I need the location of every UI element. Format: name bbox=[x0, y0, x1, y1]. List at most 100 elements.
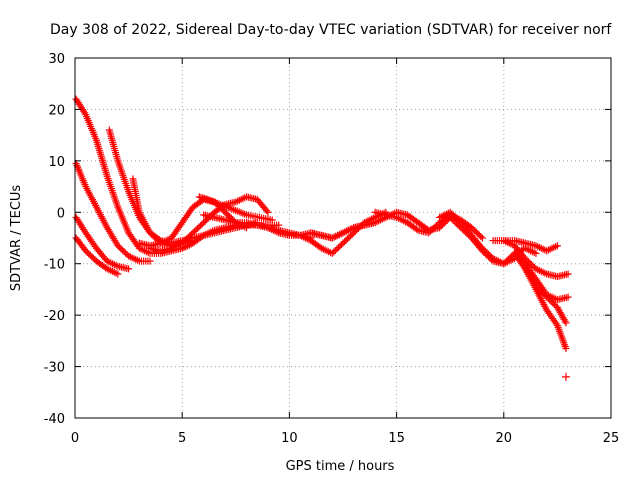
data-point bbox=[564, 293, 572, 301]
data-point bbox=[114, 242, 122, 250]
y-tick-label: 0 bbox=[57, 206, 65, 221]
data-point bbox=[458, 225, 466, 233]
data-point bbox=[341, 238, 349, 246]
x-tick-label: 0 bbox=[71, 431, 79, 446]
y-tick-label: 20 bbox=[48, 103, 65, 118]
data-point bbox=[544, 295, 552, 303]
data-point bbox=[477, 233, 485, 241]
data-point bbox=[183, 235, 191, 243]
data-point bbox=[114, 270, 122, 278]
data-point bbox=[187, 230, 195, 238]
data-point bbox=[474, 230, 482, 238]
data-point bbox=[532, 249, 540, 257]
data-point bbox=[503, 257, 511, 265]
data-point bbox=[334, 244, 342, 252]
data-point bbox=[478, 247, 486, 255]
data-point bbox=[263, 207, 271, 215]
data-point bbox=[446, 213, 454, 221]
data-point bbox=[455, 222, 463, 230]
data-point bbox=[483, 251, 491, 259]
data-point bbox=[457, 224, 465, 232]
y-tick-label: -40 bbox=[44, 412, 65, 427]
data-point bbox=[501, 258, 509, 266]
y-tick-label: -10 bbox=[44, 258, 65, 273]
data-point bbox=[120, 248, 128, 256]
data-point bbox=[462, 228, 470, 236]
data-point bbox=[460, 227, 468, 235]
data-point bbox=[226, 213, 234, 221]
data-point bbox=[146, 229, 154, 237]
y-tick-label: -20 bbox=[44, 309, 65, 324]
data-points bbox=[72, 95, 572, 381]
data-point bbox=[472, 228, 480, 236]
data-point bbox=[336, 242, 344, 250]
data-point bbox=[500, 260, 508, 268]
data-point bbox=[454, 221, 462, 229]
data-point bbox=[194, 224, 202, 232]
data-point bbox=[549, 299, 557, 307]
data-point bbox=[429, 224, 437, 232]
data-point bbox=[451, 218, 459, 226]
data-point bbox=[478, 234, 486, 242]
axis-ticks: 0 5 10 15 20 25 -40 -30 -20 -10 0 10 20 30 bbox=[44, 52, 620, 446]
data-point bbox=[223, 210, 231, 218]
data-point bbox=[82, 247, 90, 255]
data-point bbox=[333, 245, 341, 253]
data-point bbox=[553, 242, 561, 250]
data-point bbox=[543, 293, 551, 301]
data-point bbox=[449, 216, 457, 224]
data-point bbox=[561, 317, 569, 325]
data-point bbox=[122, 249, 130, 257]
data-point bbox=[471, 227, 479, 235]
data-point bbox=[529, 262, 537, 270]
data-point bbox=[264, 208, 272, 216]
data-point bbox=[331, 246, 339, 254]
data-point bbox=[552, 320, 560, 328]
chart-title: Day 308 of 2022, Sidereal Day-to-day VTE… bbox=[50, 22, 612, 38]
data-point bbox=[125, 265, 133, 273]
data-point bbox=[480, 248, 488, 256]
data-point bbox=[330, 248, 338, 256]
data-point bbox=[197, 222, 205, 230]
data-point bbox=[481, 250, 489, 258]
data-point bbox=[148, 230, 156, 238]
data-point bbox=[85, 250, 93, 258]
y-tick-label: 30 bbox=[48, 52, 65, 67]
data-point bbox=[550, 300, 558, 308]
data-point bbox=[190, 227, 198, 235]
data-point bbox=[469, 225, 477, 233]
y-tick-label: -30 bbox=[44, 361, 65, 376]
x-tick-label: 5 bbox=[178, 431, 186, 446]
data-point bbox=[88, 253, 96, 261]
data-point bbox=[118, 246, 126, 254]
data-point bbox=[83, 248, 91, 256]
data-point bbox=[117, 245, 125, 253]
data-point bbox=[484, 253, 492, 261]
data-point bbox=[486, 254, 494, 262]
data-point bbox=[146, 257, 154, 265]
data-point bbox=[426, 227, 434, 235]
data-point bbox=[448, 215, 456, 223]
y-axis-label: SDTVAR / TECUs bbox=[9, 185, 24, 292]
data-point bbox=[151, 233, 159, 241]
data-point bbox=[339, 239, 347, 247]
data-point bbox=[452, 219, 460, 227]
data-point bbox=[428, 226, 436, 234]
plot-frame bbox=[74, 57, 612, 419]
data-point bbox=[561, 372, 570, 381]
data-point bbox=[506, 254, 514, 262]
data-point bbox=[345, 233, 353, 241]
data-point bbox=[186, 232, 194, 240]
data-point bbox=[337, 241, 345, 249]
data-point bbox=[562, 345, 570, 353]
data-point bbox=[184, 233, 192, 241]
x-tick-label: 25 bbox=[603, 431, 620, 446]
data-point bbox=[195, 223, 203, 231]
x-axis-label: GPS time / hours bbox=[286, 459, 395, 474]
x-tick-label: 20 bbox=[496, 431, 513, 446]
data-point bbox=[328, 249, 336, 257]
x-tick-label: 10 bbox=[281, 431, 298, 446]
data-point bbox=[189, 229, 197, 237]
data-point bbox=[115, 243, 123, 251]
